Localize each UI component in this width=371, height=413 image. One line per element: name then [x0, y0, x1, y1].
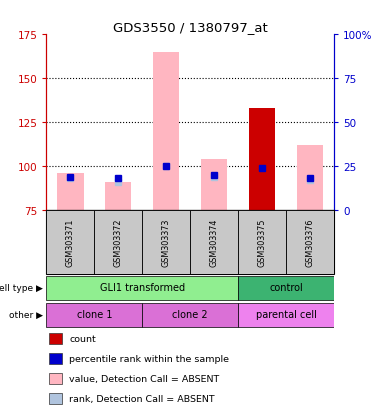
Bar — [46, 303, 142, 327]
Text: GSM303374: GSM303374 — [210, 218, 219, 267]
Text: clone 2: clone 2 — [172, 309, 208, 319]
Text: control: control — [269, 282, 303, 292]
Text: rank, Detection Call = ABSENT: rank, Detection Call = ABSENT — [69, 394, 215, 403]
Bar — [46, 211, 94, 275]
Bar — [105, 183, 131, 211]
Bar — [238, 303, 334, 327]
Bar — [94, 211, 142, 275]
Bar — [297, 146, 323, 211]
Text: GSM303372: GSM303372 — [114, 218, 123, 267]
Bar — [153, 53, 179, 211]
Text: GSM303373: GSM303373 — [162, 218, 171, 267]
Title: GDS3550 / 1380797_at: GDS3550 / 1380797_at — [113, 21, 267, 34]
Bar — [249, 109, 275, 211]
Text: GLI1 transformed: GLI1 transformed — [100, 282, 185, 292]
Bar — [238, 276, 334, 300]
Text: GSM303376: GSM303376 — [305, 218, 315, 267]
Bar — [49, 353, 62, 364]
Bar — [286, 211, 334, 275]
Bar — [57, 174, 83, 211]
Text: other ▶: other ▶ — [9, 311, 43, 319]
Text: clone 1: clone 1 — [76, 309, 112, 319]
Bar — [49, 333, 62, 344]
Bar — [190, 211, 238, 275]
Text: cell type ▶: cell type ▶ — [0, 284, 43, 292]
Text: GSM303371: GSM303371 — [66, 218, 75, 267]
Bar — [49, 373, 62, 384]
Bar — [238, 211, 286, 275]
Text: parental cell: parental cell — [256, 309, 316, 319]
Bar — [49, 393, 62, 404]
Text: value, Detection Call = ABSENT: value, Detection Call = ABSENT — [69, 374, 220, 383]
Bar — [46, 276, 238, 300]
Bar — [201, 160, 227, 211]
Text: GSM303375: GSM303375 — [257, 218, 266, 267]
Bar — [142, 211, 190, 275]
Text: count: count — [69, 334, 96, 343]
Bar — [142, 303, 238, 327]
Text: percentile rank within the sample: percentile rank within the sample — [69, 354, 229, 363]
